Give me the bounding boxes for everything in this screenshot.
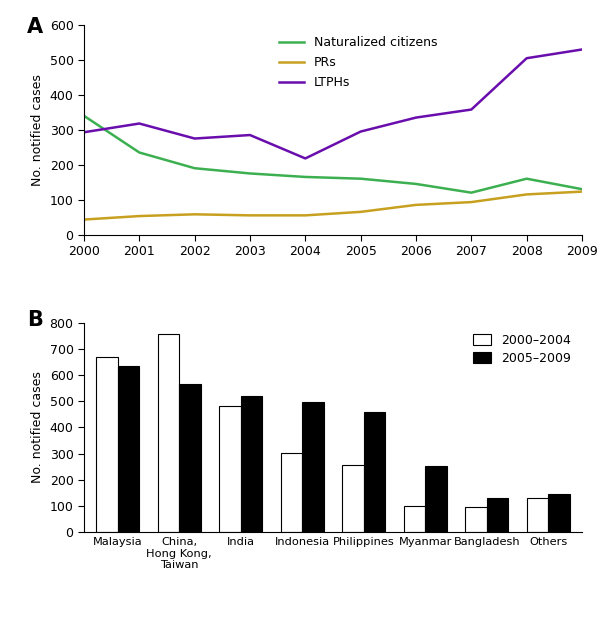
Naturalized citizens xyxy=(523,175,530,182)
PRs xyxy=(247,212,254,219)
Bar xyxy=(404,506,425,532)
Bar xyxy=(241,396,262,532)
LTPHs xyxy=(578,46,586,53)
Text: B: B xyxy=(27,310,43,330)
Bar xyxy=(281,453,302,532)
Bar xyxy=(527,498,548,532)
LTPHs xyxy=(357,128,364,135)
Line: PRs: PRs xyxy=(84,192,582,220)
Naturalized citizens xyxy=(191,165,198,172)
LTPHs xyxy=(191,135,198,142)
PRs xyxy=(578,188,586,195)
Bar xyxy=(302,402,324,532)
PRs xyxy=(80,216,88,223)
LTPHs xyxy=(80,128,88,136)
Legend: 2000–2004, 2005–2009: 2000–2004, 2005–2009 xyxy=(469,329,576,370)
Legend: Naturalized citizens, PRs, LTPHs: Naturalized citizens, PRs, LTPHs xyxy=(274,31,442,94)
Bar xyxy=(96,357,118,532)
PRs xyxy=(412,201,419,208)
PRs xyxy=(357,208,364,215)
PRs xyxy=(468,198,475,206)
Bar xyxy=(342,465,364,532)
LTPHs xyxy=(247,131,254,139)
Bar xyxy=(219,406,241,532)
Bar xyxy=(179,384,201,532)
PRs xyxy=(191,210,198,218)
Bar xyxy=(487,498,508,532)
LTPHs xyxy=(412,114,419,121)
Bar xyxy=(158,334,179,532)
Naturalized citizens xyxy=(247,170,254,177)
Text: A: A xyxy=(27,17,43,37)
Bar xyxy=(118,366,139,532)
Naturalized citizens xyxy=(412,180,419,188)
Naturalized citizens xyxy=(357,175,364,182)
Bar xyxy=(465,506,487,532)
PRs xyxy=(136,212,143,220)
Naturalized citizens xyxy=(468,189,475,197)
Bar xyxy=(425,466,447,532)
Y-axis label: No. notified cases: No. notified cases xyxy=(31,74,44,186)
Naturalized citizens xyxy=(578,185,586,193)
PRs xyxy=(302,212,309,219)
Bar xyxy=(548,494,570,532)
LTPHs xyxy=(468,106,475,113)
Naturalized citizens xyxy=(302,173,309,181)
LTPHs xyxy=(523,54,530,62)
Y-axis label: No. notified cases: No. notified cases xyxy=(31,371,44,483)
Naturalized citizens xyxy=(136,149,143,156)
Line: Naturalized citizens: Naturalized citizens xyxy=(84,116,582,193)
Naturalized citizens xyxy=(80,112,88,120)
Bar xyxy=(364,412,385,532)
PRs xyxy=(523,191,530,198)
LTPHs xyxy=(136,120,143,127)
LTPHs xyxy=(302,155,309,162)
Line: LTPHs: LTPHs xyxy=(84,49,582,158)
